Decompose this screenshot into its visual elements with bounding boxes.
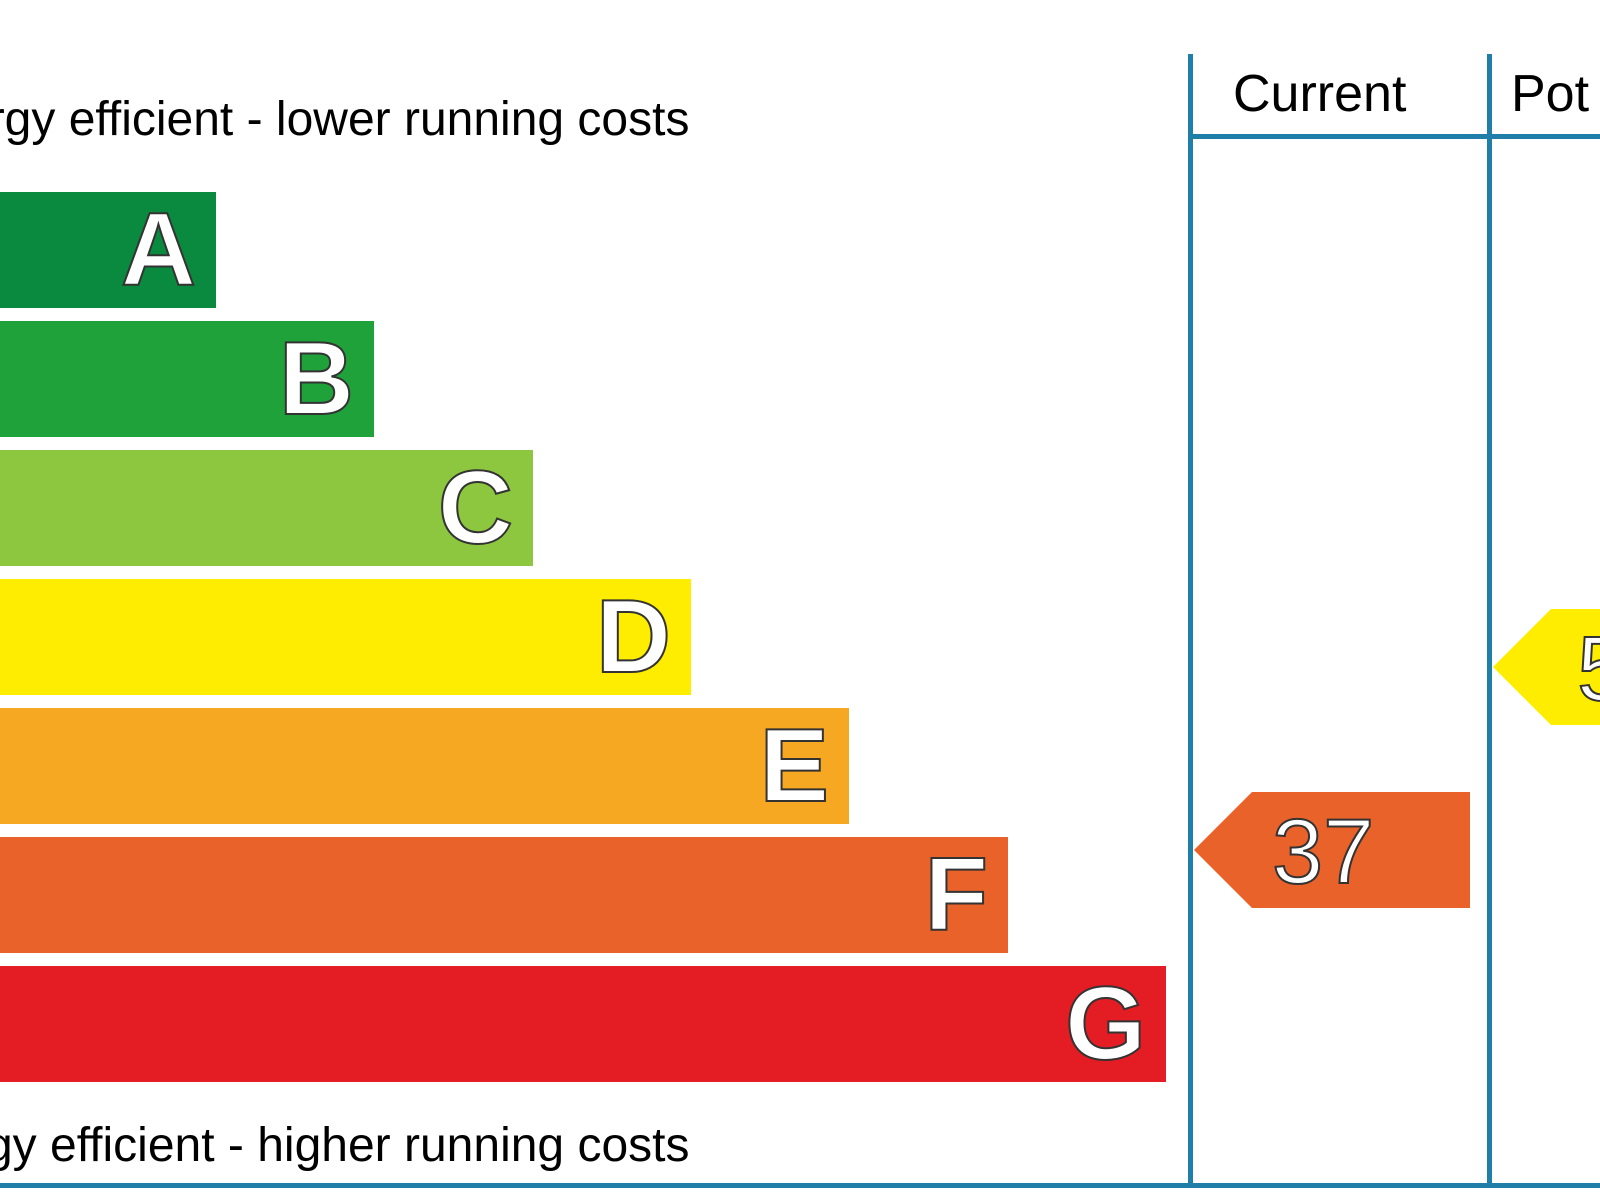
column-divider-left xyxy=(1188,54,1193,1188)
header-underline xyxy=(1188,134,1600,139)
band-letter-d: D xyxy=(595,579,672,695)
current-rating-value: 37 xyxy=(1271,801,1375,903)
band-letter-a: A xyxy=(120,192,197,308)
band-letter-c: C xyxy=(437,450,514,566)
band-b: B xyxy=(0,321,374,437)
potential-rating-pointer: 5 xyxy=(1493,609,1600,725)
current-column-header: Current xyxy=(1233,65,1407,123)
band-d: D xyxy=(0,579,691,695)
band-c: C xyxy=(0,450,533,566)
top-caption: ergy efficient - lower running costs xyxy=(0,93,690,146)
chart-bottom-border xyxy=(0,1183,1600,1188)
column-divider-middle xyxy=(1487,54,1492,1188)
band-letter-f: F xyxy=(923,837,989,953)
potential-column-header: Pot xyxy=(1511,65,1590,123)
band-a: A xyxy=(0,192,216,308)
band-e: E xyxy=(0,708,849,824)
band-f: F xyxy=(0,837,1008,953)
band-letter-g: G xyxy=(1064,966,1147,1082)
potential-pointer-shape xyxy=(1493,609,1600,725)
band-letter-b: B xyxy=(278,321,355,437)
potential-rating-value: 5 xyxy=(1576,622,1600,716)
current-rating-pointer: 37 xyxy=(1194,792,1470,908)
band-g: G xyxy=(0,966,1166,1082)
bottom-caption: rgy efficient - higher running costs xyxy=(0,1119,690,1172)
current-pointer-shape xyxy=(1194,792,1470,908)
band-letter-e: E xyxy=(759,708,830,824)
